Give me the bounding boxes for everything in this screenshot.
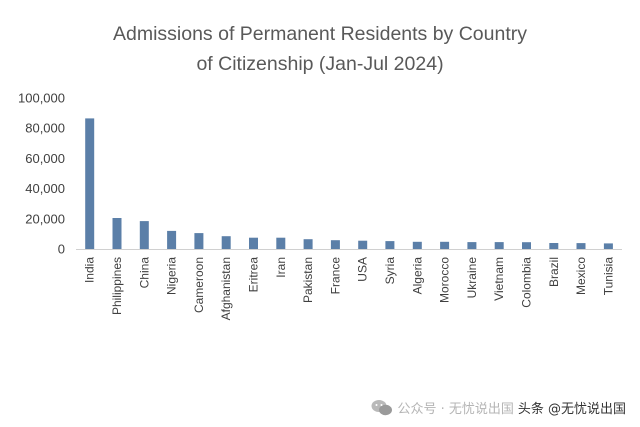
x-tick-label: Cameroon xyxy=(192,257,206,313)
bar-usa xyxy=(358,240,368,249)
y-tick-label: 80,000 xyxy=(25,121,65,136)
watermark-text: 头条 @无忧说出国 xyxy=(517,402,626,417)
bar-france xyxy=(330,240,340,249)
bar-vietnam xyxy=(494,242,504,249)
y-tick-label: 20,000 xyxy=(25,211,65,226)
bars xyxy=(85,118,613,250)
bar-mexico xyxy=(576,243,586,249)
bar-india xyxy=(85,118,95,250)
bar-morocco xyxy=(440,241,450,249)
x-tick-label: Brazil xyxy=(547,257,561,287)
bar-philippines xyxy=(112,218,122,249)
bar-brazil xyxy=(549,243,559,249)
x-axis: India Philippines China Nigeria Cameroon Afgh… xyxy=(83,257,616,321)
watermark-faded-text: 公众号 · 无忧说出国 xyxy=(397,402,514,417)
bar-eritrea xyxy=(249,237,258,249)
x-tick-label: France xyxy=(328,257,342,295)
bar-syria xyxy=(385,241,395,249)
y-tick-label: 100,000 xyxy=(18,91,65,106)
bar-afghanistan xyxy=(221,236,231,249)
bar-cameroon xyxy=(194,233,204,249)
x-tick-label: Morocco xyxy=(438,257,452,303)
y-axis: 100,000 80,000 60,000 40,000 20,000 0 xyxy=(18,91,65,257)
chart-background xyxy=(0,0,640,348)
bar-algeria xyxy=(412,241,422,249)
x-tick-label: Afghanistan xyxy=(219,257,233,320)
y-tick-label: 60,000 xyxy=(25,151,65,166)
x-tick-label: Ukraine xyxy=(465,257,479,299)
x-tick-label: Eritrea xyxy=(247,257,261,293)
wechat-icon xyxy=(371,399,393,415)
chart-title-line-2: of Citizenship (Jan-Jul 2024) xyxy=(196,53,443,75)
x-tick-label: Vietnam xyxy=(492,257,506,301)
x-tick-label: Colombia xyxy=(520,257,534,308)
x-tick-label: India xyxy=(83,257,97,283)
bar-ukraine xyxy=(467,242,477,249)
x-tick-label: USA xyxy=(356,257,370,282)
x-tick-label: Algeria xyxy=(410,257,424,295)
y-tick-label: 0 xyxy=(58,242,65,257)
watermark: 公众号 · 无忧说出国 头条 @无忧说出国 xyxy=(371,398,626,417)
x-tick-label: Mexico xyxy=(574,257,588,295)
bar-china xyxy=(139,221,149,249)
x-tick-label: Philippines xyxy=(110,257,124,315)
x-tick-label: China xyxy=(137,257,151,289)
bar-pakistan xyxy=(303,239,313,249)
bar-tunisia xyxy=(603,243,613,249)
bar-nigeria xyxy=(167,230,177,249)
y-tick-label: 40,000 xyxy=(25,181,65,196)
x-tick-label: Pakistan xyxy=(301,257,315,303)
chart-title-line-1: Admissions of Permanent Residents by Cou… xyxy=(113,23,527,45)
x-tick-label: Tunisia xyxy=(601,257,615,296)
x-tick-label: Iran xyxy=(274,257,288,278)
bar-colombia xyxy=(522,242,531,249)
x-tick-label: Nigeria xyxy=(165,257,179,295)
x-tick-label: Syria xyxy=(383,257,397,285)
bar-iran xyxy=(276,237,286,249)
